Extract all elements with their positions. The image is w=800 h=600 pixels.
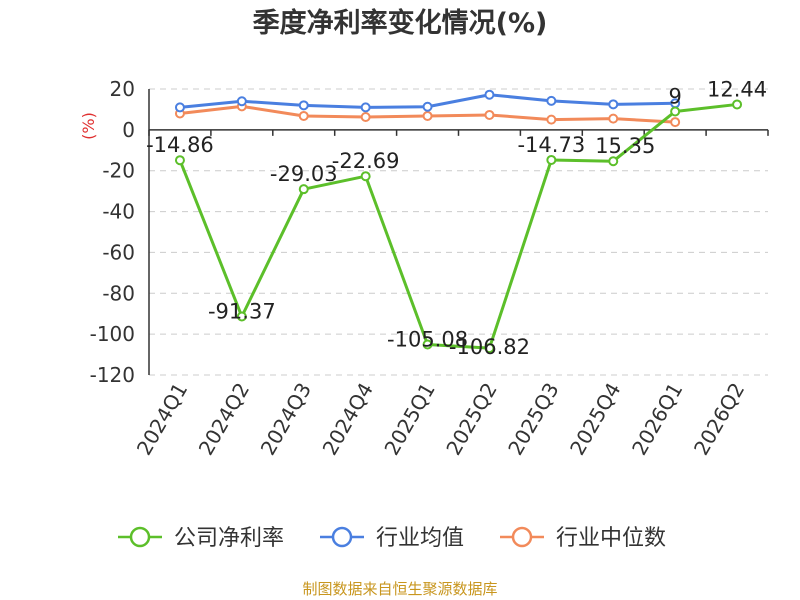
legend-marker — [129, 526, 151, 548]
y-tick-label: -60 — [102, 240, 135, 264]
legend-label: 行业均值 — [376, 526, 464, 551]
data-label: -91.37 — [208, 300, 276, 324]
data-point — [298, 184, 309, 195]
data-point — [546, 95, 557, 106]
data-point — [484, 109, 495, 120]
data-label: 15.35 — [595, 134, 655, 158]
data-point — [422, 101, 433, 112]
x-tick-label: 2025Q2 — [441, 379, 501, 460]
y-tick-label: -40 — [102, 200, 135, 224]
x-tick-label: 2024Q1 — [132, 379, 192, 460]
data-labels: -14.86 -91.37 -29.03-22.69 -105.08-106.82 -1… — [146, 77, 767, 359]
data-point — [670, 117, 681, 128]
x-tick-label: 2024Q4 — [318, 379, 378, 460]
series-layer — [174, 89, 743, 354]
data-label: -29.03 — [270, 162, 338, 186]
data-point — [174, 102, 185, 113]
data-point — [298, 110, 309, 121]
y-tick-label: -80 — [102, 281, 135, 305]
legend-marker — [511, 526, 533, 548]
data-point — [422, 110, 433, 121]
legend-label: 行业中位数 — [556, 526, 666, 551]
x-tick-label: 2025Q3 — [503, 379, 563, 460]
data-point — [360, 102, 371, 113]
data-label: -14.73 — [517, 133, 585, 157]
data-point — [608, 113, 619, 124]
data-point — [484, 89, 495, 100]
data-point — [236, 96, 247, 107]
data-label: 12.44 — [707, 77, 767, 101]
x-tick-label: 2025Q4 — [565, 379, 625, 460]
data-point — [298, 100, 309, 111]
data-point — [236, 311, 247, 322]
y-tick-label: 20 — [110, 77, 135, 101]
data-point — [174, 155, 185, 166]
data-point — [360, 171, 371, 182]
y-tick-label: 0 — [122, 118, 135, 142]
data-point — [608, 99, 619, 110]
data-label: -106.82 — [449, 335, 530, 359]
grid-lines — [149, 88, 768, 376]
data-label: -105.08 — [387, 328, 468, 352]
y-tick-label: -100 — [90, 322, 135, 346]
data-label: -22.69 — [332, 149, 400, 173]
series-line — [178, 102, 738, 350]
data-point — [546, 114, 557, 125]
data-point — [608, 156, 619, 167]
data-point — [360, 111, 371, 122]
legend-marker — [331, 526, 353, 548]
y-axis-label: (%) — [79, 112, 98, 140]
data-label: -14.86 — [146, 133, 214, 157]
legend: 公司净利率 行业均值 行业中位数 — [118, 526, 666, 551]
x-tick-label: 2024Q3 — [256, 379, 316, 460]
x-tick-label: 2026Q1 — [627, 379, 687, 460]
chart-title: 季度净利率变化情况(%) — [253, 7, 548, 39]
data-point — [732, 99, 743, 110]
x-tick-label: 2025Q1 — [379, 379, 439, 460]
source-note: 制图数据来自恒生聚源数据库 — [302, 580, 497, 598]
y-tick-label: -20 — [102, 159, 135, 183]
x-tick-label: 2026Q2 — [689, 379, 749, 460]
data-point — [546, 154, 557, 165]
data-point — [670, 106, 681, 117]
data-label: 9 — [668, 84, 681, 108]
x-tick-label: 2024Q2 — [194, 379, 254, 460]
legend-label: 公司净利率 — [174, 526, 284, 551]
y-tick-label: -120 — [90, 363, 135, 387]
data-point — [484, 343, 495, 354]
data-point — [422, 339, 433, 350]
